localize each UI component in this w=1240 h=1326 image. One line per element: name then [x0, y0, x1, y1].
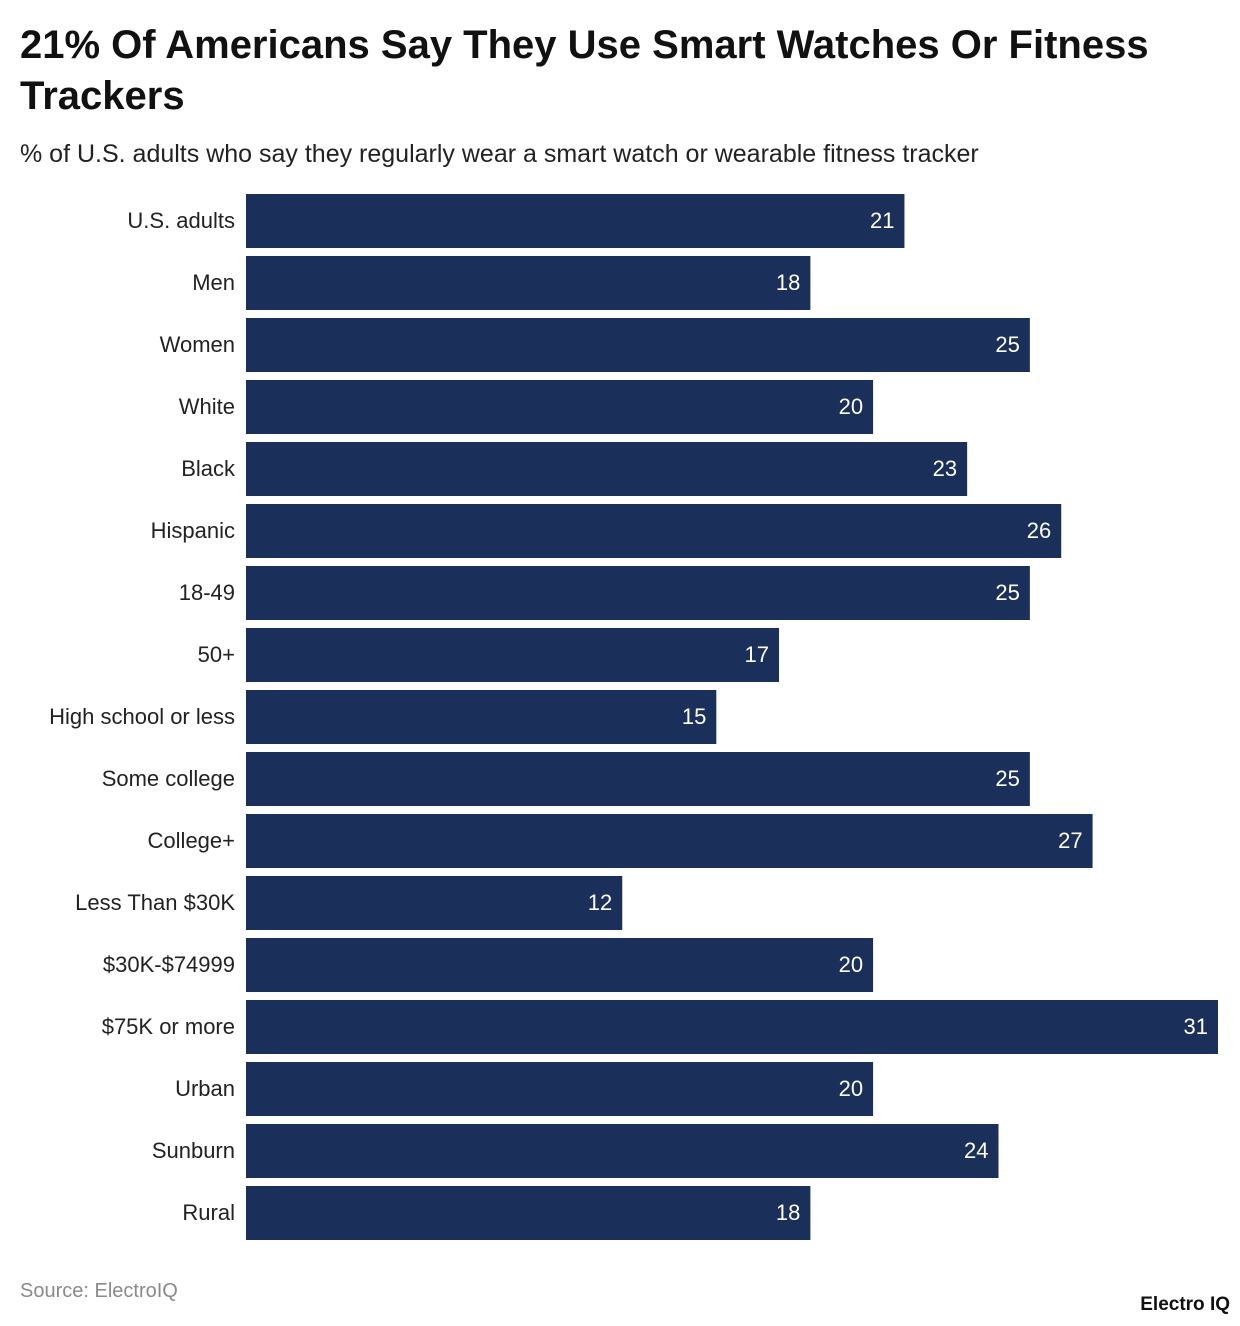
- bar: [246, 380, 874, 434]
- y-tick-label: High school or less: [49, 704, 235, 729]
- y-tick-label: Sunburn: [152, 1138, 235, 1163]
- value-label: 25: [995, 766, 1019, 791]
- value-label: 15: [682, 704, 706, 729]
- value-label: 25: [995, 580, 1019, 605]
- value-label: 20: [839, 952, 863, 977]
- source: Source: ElectroIQ: [20, 1280, 178, 1302]
- y-tick-label: Black: [181, 456, 236, 481]
- bar: [246, 690, 717, 744]
- chart-subtitle: % of U.S. adults who say they regularly …: [20, 140, 979, 168]
- bar: [246, 938, 874, 992]
- y-tick-label: 50+: [198, 642, 235, 667]
- bar: [246, 1186, 811, 1240]
- y-tick-label: Women: [160, 332, 235, 357]
- value-label: 18: [776, 1200, 800, 1225]
- value-label: 26: [1027, 518, 1051, 543]
- bar: [246, 628, 780, 682]
- bar: [246, 318, 1030, 372]
- y-tick-label: Some college: [102, 766, 235, 791]
- bar: [246, 1000, 1218, 1054]
- value-label: 25: [995, 332, 1019, 357]
- bar: [246, 814, 1093, 868]
- y-tick-label: $30K-$74999: [103, 952, 235, 977]
- bar: [246, 1124, 999, 1178]
- value-label: 17: [745, 642, 769, 667]
- y-tick-label: College+: [148, 828, 235, 853]
- value-label: 12: [588, 890, 612, 915]
- y-tick-label: Less Than $30K: [75, 890, 235, 915]
- bar: [246, 504, 1062, 558]
- y-tick-label: Men: [192, 270, 235, 295]
- value-label: 20: [839, 1076, 863, 1101]
- value-label: 31: [1184, 1014, 1208, 1039]
- y-tick-label: Urban: [175, 1076, 235, 1101]
- bar: [246, 876, 623, 930]
- value-label: 21: [870, 208, 894, 233]
- y-tick-label: Rural: [182, 1200, 235, 1225]
- logo: Electro IQ: [1140, 1294, 1230, 1315]
- bar: [246, 1062, 874, 1116]
- y-tick-label: Hispanic: [151, 518, 235, 543]
- value-label: 27: [1058, 828, 1082, 853]
- value-label: 18: [776, 270, 800, 295]
- value-label: 20: [839, 394, 863, 419]
- bar: [246, 442, 968, 496]
- value-label: 23: [933, 456, 957, 481]
- chart-title: 21% Of Americans Say They Use Smart Watc…: [20, 23, 1149, 118]
- y-tick-label: $75K or more: [102, 1014, 235, 1039]
- bar: [246, 194, 905, 248]
- y-tick-label: 18-49: [179, 580, 235, 605]
- value-label: 24: [964, 1138, 988, 1163]
- bar: [246, 752, 1030, 806]
- bar: [246, 256, 811, 310]
- y-tick-label: U.S. adults: [127, 208, 235, 233]
- y-tick-label: White: [179, 394, 235, 419]
- bar: [246, 566, 1030, 620]
